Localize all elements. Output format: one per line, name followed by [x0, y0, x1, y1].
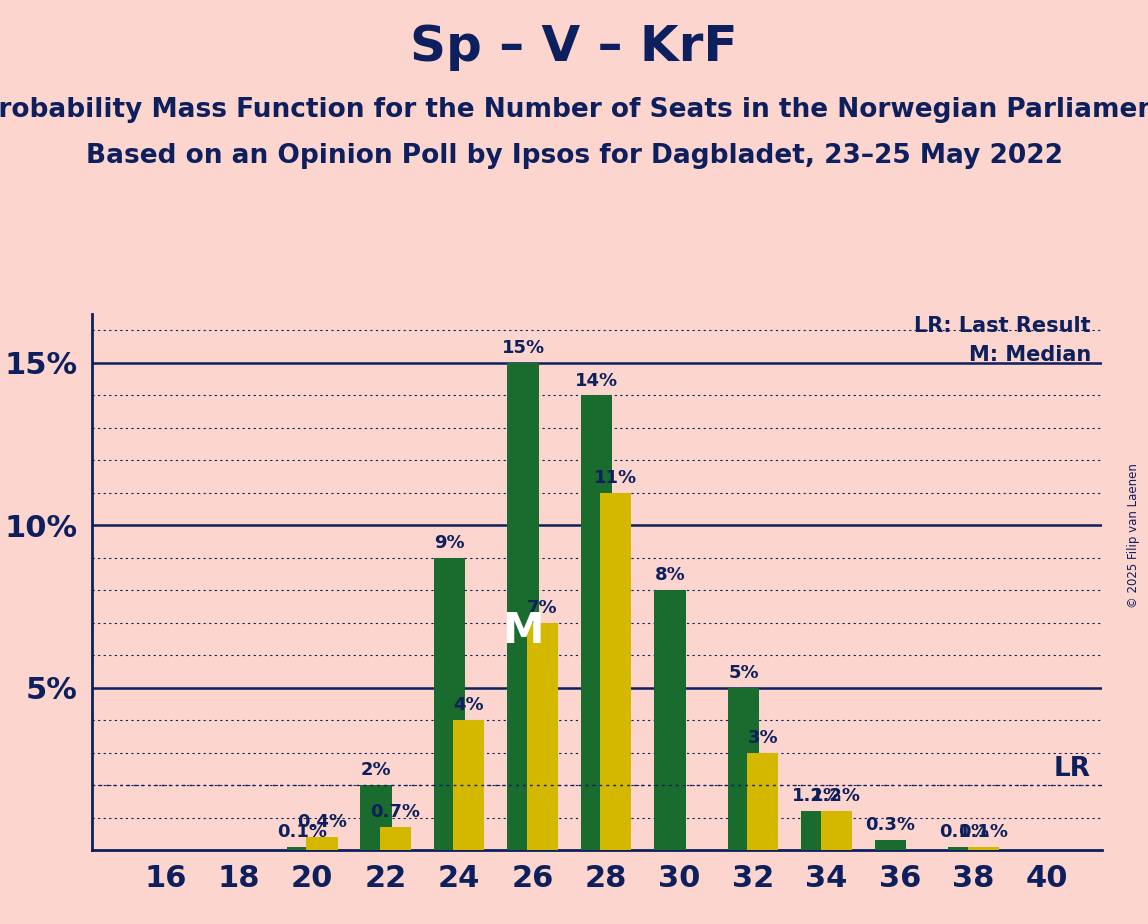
Text: Based on an Opinion Poll by Ipsos for Dagbladet, 23–25 May 2022: Based on an Opinion Poll by Ipsos for Da…	[85, 143, 1063, 169]
Bar	[360, 785, 391, 850]
Text: LR: LR	[1054, 756, 1091, 782]
Bar	[948, 846, 979, 850]
Text: LR: Last Result: LR: Last Result	[915, 316, 1091, 335]
Text: Sp – V – KrF: Sp – V – KrF	[410, 23, 738, 71]
Text: 3%: 3%	[747, 729, 778, 747]
Bar	[654, 590, 685, 850]
Bar	[728, 687, 759, 850]
Text: 0.4%: 0.4%	[297, 813, 347, 832]
Text: 0.7%: 0.7%	[371, 804, 420, 821]
Bar	[434, 558, 465, 850]
Text: 9%: 9%	[434, 534, 465, 552]
Text: M: M	[503, 610, 544, 651]
Text: 7%: 7%	[527, 599, 558, 617]
Text: 1.2%: 1.2%	[812, 787, 861, 805]
Bar	[747, 753, 778, 850]
Text: 2%: 2%	[360, 761, 391, 779]
Bar	[287, 846, 318, 850]
Text: 0.1%: 0.1%	[939, 823, 988, 841]
Text: 8%: 8%	[654, 566, 685, 584]
Text: 5%: 5%	[728, 663, 759, 682]
Text: 14%: 14%	[575, 371, 618, 390]
Bar	[968, 846, 999, 850]
Bar	[801, 811, 832, 850]
Text: 11%: 11%	[595, 469, 637, 487]
Bar	[453, 720, 484, 850]
Bar	[527, 623, 558, 850]
Text: 1.2%: 1.2%	[792, 787, 841, 805]
Text: 0.1%: 0.1%	[959, 823, 1008, 841]
Text: © 2025 Filip van Laenen: © 2025 Filip van Laenen	[1127, 464, 1140, 608]
Bar	[307, 837, 338, 850]
Text: 0.3%: 0.3%	[866, 817, 915, 834]
Text: Probability Mass Function for the Number of Seats in the Norwegian Parliament: Probability Mass Function for the Number…	[0, 97, 1148, 123]
Bar	[507, 363, 538, 850]
Text: 15%: 15%	[502, 339, 544, 357]
Bar	[600, 492, 631, 850]
Bar	[821, 811, 852, 850]
Text: 4%: 4%	[453, 697, 484, 714]
Text: M: Median: M: Median	[969, 345, 1091, 365]
Bar	[875, 840, 906, 850]
Text: 0.1%: 0.1%	[278, 823, 327, 841]
Bar	[380, 827, 411, 850]
Bar	[581, 395, 612, 850]
